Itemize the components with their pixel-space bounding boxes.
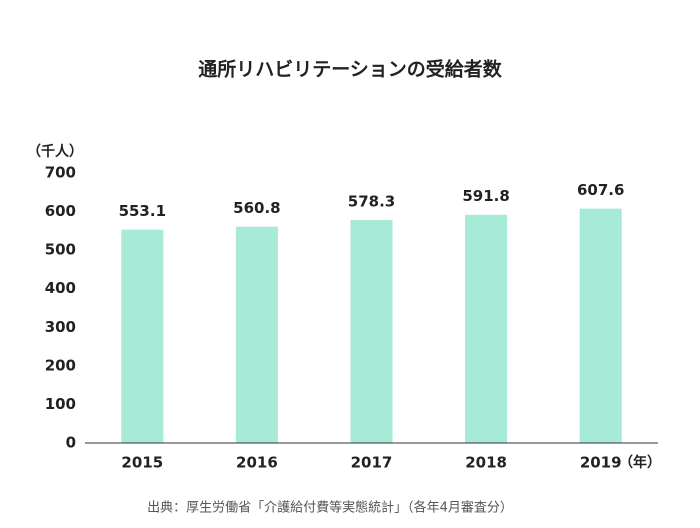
x-tick-label: 2015: [121, 454, 163, 472]
y-tick-label: 200: [45, 356, 76, 374]
data-label: 607.6: [577, 181, 624, 199]
y-tick-label: 0: [66, 434, 76, 452]
y-tick-label: 100: [45, 395, 76, 413]
bar: [465, 214, 508, 443]
x-tick-label: 2017: [351, 454, 393, 472]
data-label: 553.1: [119, 202, 166, 220]
data-label: 591.8: [462, 187, 509, 205]
x-tick-label: 2018: [465, 454, 507, 472]
bar: [350, 219, 393, 443]
y-tick-label: 600: [45, 202, 76, 220]
y-tick-label: 300: [45, 318, 76, 336]
bar: [579, 208, 622, 443]
y-axis-label: （千人）: [27, 143, 83, 160]
data-label: 578.3: [348, 192, 395, 210]
x-axis-label: （年）: [619, 454, 661, 471]
x-tick-label: 2016: [236, 454, 278, 472]
y-tick-label: 500: [45, 241, 76, 259]
data-label: 560.8: [233, 199, 280, 217]
bar: [121, 229, 164, 443]
chart-title: 通所リハビリテーションの受給者数: [198, 58, 503, 81]
x-tick-label: 2019: [580, 454, 622, 472]
bar: [235, 226, 278, 443]
source-note: 出典：厚生労働省「介護給付費等実態統計」（各年4月審査分）: [147, 500, 513, 516]
y-tick-label: 700: [45, 164, 76, 182]
y-tick-label: 400: [45, 279, 76, 297]
